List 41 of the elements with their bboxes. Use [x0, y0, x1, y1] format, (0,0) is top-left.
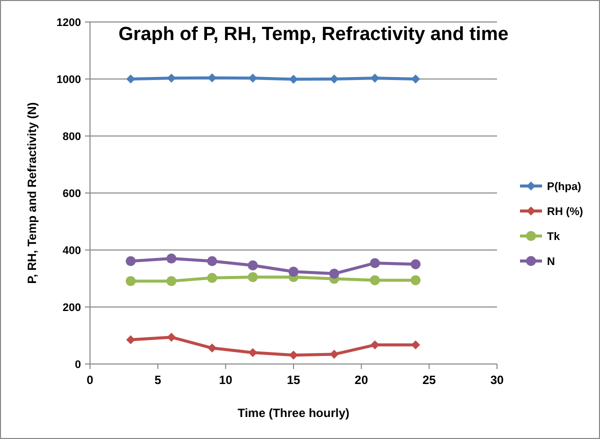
y-tick-label: 400: [62, 244, 81, 257]
point: [410, 275, 421, 286]
y-tick-label: 1200: [56, 16, 81, 29]
x-tick-label: 0: [86, 373, 94, 387]
x-tick-label: 30: [490, 373, 504, 387]
point: [248, 272, 258, 282]
x-axis-title: Time (Three hourly): [238, 406, 350, 420]
point: [410, 259, 421, 270]
point: [126, 276, 136, 286]
point: [411, 340, 420, 350]
point: [329, 268, 340, 279]
x-tick-label: 20: [354, 373, 368, 387]
y-tick-label: 800: [62, 130, 81, 143]
point: [411, 74, 420, 84]
x-tick-label: 25: [422, 373, 436, 387]
point: [370, 340, 380, 350]
y-tick-label: 0: [74, 358, 81, 371]
legend-label: RH (%): [547, 206, 584, 218]
point: [248, 260, 258, 270]
point: [289, 350, 298, 360]
point: [207, 256, 218, 266]
x-tick-label: 10: [218, 373, 233, 387]
point: [207, 272, 218, 283]
y-axis-title: P, RH, Temp and Refractivity (N): [25, 102, 39, 284]
point: [126, 256, 136, 266]
legend-label: N: [547, 256, 555, 268]
point: [288, 266, 298, 277]
y-tick-label: 200: [62, 302, 81, 314]
legend-label: P(hpa): [547, 180, 582, 193]
legend-label: Tk: [547, 230, 561, 243]
point: [289, 74, 298, 84]
point: [248, 348, 258, 358]
y-tick-label: 1000: [56, 74, 81, 86]
chart-title: Graph of P, RH, Temp, Refractivity and time: [118, 24, 508, 45]
x-tick-label: 5: [154, 373, 162, 387]
point: [370, 275, 380, 286]
point: [166, 254, 176, 264]
y-tick-label: 600: [62, 188, 81, 200]
point: [166, 276, 176, 286]
point: [370, 258, 380, 268]
x-tick-label: 15: [286, 373, 300, 387]
